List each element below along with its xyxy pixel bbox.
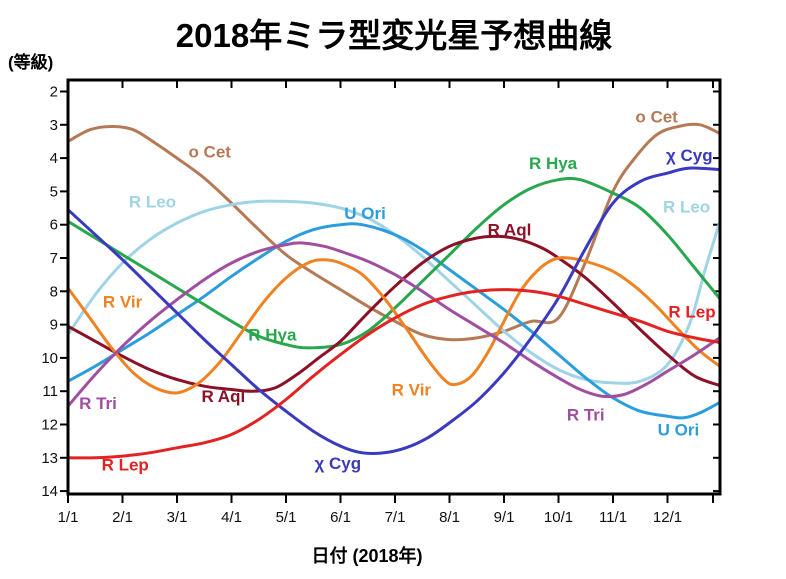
label-r-lep-2: R Lep — [668, 302, 715, 321]
curve-r-hya — [69, 176, 719, 350]
curve-r-tri — [69, 241, 719, 408]
label-r-vir-2: R Vir — [392, 381, 432, 400]
x-tick-label: 8/1 — [439, 509, 460, 526]
chart-title: 2018年ミラ型変光星予想曲線 — [176, 17, 612, 54]
label-r-hya-1: R Hya — [248, 326, 297, 345]
x-tick-label: 2/1 — [112, 509, 133, 526]
label-r-aql-1: R Aql — [201, 387, 245, 406]
x-tick-label: 9/1 — [494, 509, 515, 526]
y-tick-label: 10 — [41, 350, 58, 367]
plot-area: 2 3 4 5 6 7 8 9 10 11 12 13 141/1 2/1 3/1 4/1 5/1 6/1 7/1 8… — [41, 78, 722, 526]
y-tick-label: 5 — [50, 183, 58, 200]
curve-r-lep — [69, 288, 719, 460]
curve-r-leo — [69, 199, 719, 385]
label-r-tri-2: R Tri — [567, 406, 605, 425]
curve-r-aql — [69, 234, 719, 393]
label-u-ori-1: U Ori — [344, 204, 386, 223]
y-tick-label: 14 — [41, 483, 58, 500]
label-r-leo-1: R Leo — [129, 192, 176, 211]
label-r-hya-2: R Hya — [529, 154, 578, 173]
y-tick-label: 12 — [41, 417, 58, 434]
curve-chi-cyg — [69, 166, 719, 456]
y-tick-label: 9 — [50, 317, 58, 334]
label-r-tri-1: R Tri — [79, 394, 117, 413]
y-tick-label: 2 — [50, 84, 58, 101]
y-tick-label: 3 — [50, 117, 58, 134]
label-u-ori-2: U Ori — [658, 420, 700, 439]
x-axis-label: 日付 (2018年) — [311, 545, 422, 566]
x-tick-label: 6/1 — [330, 509, 351, 526]
label-o-cet-1: o Cet — [188, 142, 231, 161]
plot-border — [66, 78, 722, 496]
y-tick-label: 8 — [50, 283, 58, 300]
label-chi-cyg-1: χ Cyg — [314, 454, 361, 473]
x-tick-label: 5/1 — [276, 509, 297, 526]
x-tick-label: 7/1 — [385, 509, 406, 526]
label-o-cet-2: o Cet — [635, 107, 678, 126]
label-r-aql-2: R Aql — [488, 221, 532, 240]
curves-group — [69, 122, 719, 460]
label-r-leo-2: R Leo — [663, 197, 710, 216]
curve-r-vir — [69, 256, 719, 395]
x-tick-label: 12/1 — [653, 509, 682, 526]
x-tick-label: 4/1 — [221, 509, 242, 526]
y-tick-label: 7 — [50, 250, 58, 267]
y-tick-label: 11 — [42, 383, 58, 400]
y-tick-label: 4 — [50, 150, 58, 167]
y-tick-label: 13 — [41, 450, 58, 467]
label-r-lep-1: R Lep — [102, 455, 149, 474]
x-tick-label: 1/1 — [58, 509, 79, 526]
curve-o-cet — [69, 122, 719, 342]
x-tick-label: 10/1 — [544, 509, 573, 526]
label-r-vir-1: R Vir — [103, 292, 143, 311]
x-tick-label: 11/1 — [599, 509, 627, 526]
y-tick-label: 6 — [50, 217, 58, 234]
label-chi-cyg-2: χ Cyg — [666, 146, 713, 165]
x-tick-label: 3/1 — [167, 509, 188, 526]
y-axis-unit-label: (等級) — [8, 52, 53, 72]
